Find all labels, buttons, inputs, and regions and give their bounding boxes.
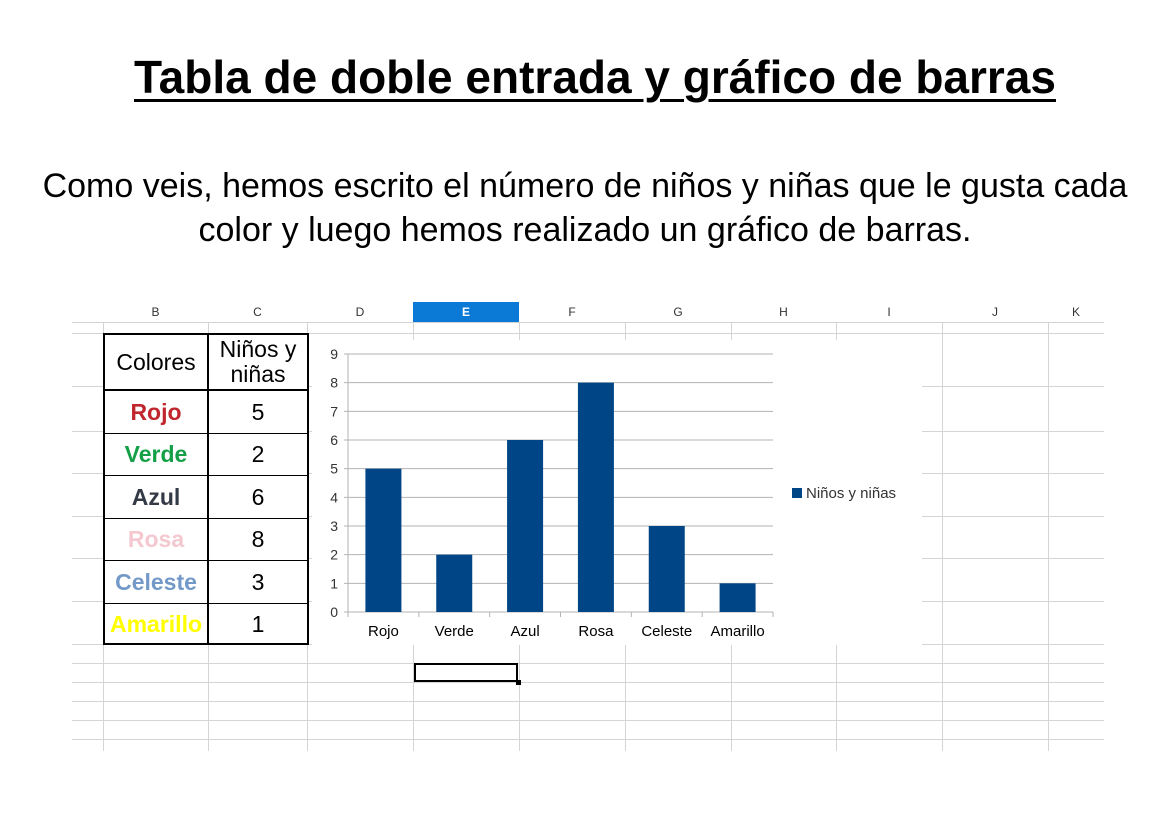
count-value: 6 xyxy=(251,483,265,510)
x-tick-label: Celeste xyxy=(641,623,692,640)
value-cell[interactable]: 1 xyxy=(209,604,307,644)
color-cell[interactable]: Rojo xyxy=(105,391,209,433)
x-tick-label: Rojo xyxy=(368,623,399,640)
color-cell[interactable]: Amarillo xyxy=(105,604,209,644)
bar-rosa xyxy=(577,382,614,612)
y-tick-label: 9 xyxy=(330,346,338,362)
table-row: Celeste 3 xyxy=(105,561,307,604)
column-header-i[interactable]: I xyxy=(836,302,943,322)
value-cell[interactable]: 2 xyxy=(209,434,307,475)
bar-chart[interactable]: 0 1 2 3 4 5 6 7 8 9 Rojo Verde Azul Rosa Celeste Amaril… xyxy=(312,340,922,645)
count-value: 5 xyxy=(251,398,265,425)
page-subtitle: Como veis, hemos escrito el número de ni… xyxy=(42,167,1128,249)
y-tick-label: 0 xyxy=(330,604,338,620)
column-header-k[interactable]: K xyxy=(1048,302,1104,322)
grid-hline xyxy=(72,739,1104,740)
grid-hline xyxy=(72,701,1104,702)
table-row: Amarillo 1 xyxy=(105,604,307,644)
y-tick-label: 6 xyxy=(330,432,338,448)
grid-hline xyxy=(72,322,1104,323)
legend-swatch xyxy=(792,488,802,498)
y-tick-label: 7 xyxy=(330,403,338,419)
grid-vline xyxy=(942,322,943,751)
header-colores[interactable]: Colores xyxy=(105,335,209,389)
value-cell[interactable]: 5 xyxy=(209,391,307,433)
count-value: 1 xyxy=(251,610,265,637)
header-colores-label: Colores xyxy=(116,348,196,375)
column-header-f[interactable]: F xyxy=(519,302,626,322)
table-row: Azul 6 xyxy=(105,476,307,519)
bar-rojo xyxy=(365,468,402,612)
fill-handle[interactable] xyxy=(516,680,521,685)
data-table: Colores Niños y niñas Rojo 5 Verde 2 Azul 6 Ro… xyxy=(103,333,309,645)
table-row: Verde 2 xyxy=(105,434,307,476)
bar-celeste xyxy=(648,526,685,612)
row-header-corner xyxy=(72,302,104,322)
header-ninos[interactable]: Niños y niñas xyxy=(209,335,307,389)
count-value: 3 xyxy=(251,568,265,595)
y-tick-label: 5 xyxy=(330,461,338,477)
grid-hline xyxy=(72,682,1104,683)
column-header-d[interactable]: D xyxy=(307,302,414,322)
y-tick-label: 8 xyxy=(330,375,338,391)
grid-vline xyxy=(1048,322,1049,751)
y-tick-label: 2 xyxy=(330,547,338,563)
bar-amarillo xyxy=(719,583,756,612)
color-label: Celeste xyxy=(115,568,197,595)
table-row: Rosa 8 xyxy=(105,519,307,561)
column-header-g[interactable]: G xyxy=(625,302,732,322)
color-label: Amarillo xyxy=(109,610,203,637)
table-header-row: Colores Niños y niñas xyxy=(105,335,307,391)
color-label: Azul xyxy=(131,483,181,510)
x-tick-label: Amarillo xyxy=(710,623,764,640)
column-header-e[interactable]: E xyxy=(413,302,520,322)
count-value: 2 xyxy=(251,441,265,467)
count-value: 8 xyxy=(251,526,265,552)
y-tick-label: 4 xyxy=(330,489,338,505)
header-ninos-label: Niños y niñas xyxy=(219,336,297,387)
color-cell[interactable]: Azul xyxy=(105,476,209,518)
y-tick-label: 1 xyxy=(330,575,338,591)
selected-cell[interactable] xyxy=(414,663,518,682)
page-title: Tabla de doble entrada y gráfico de barr… xyxy=(134,51,1056,103)
color-cell[interactable]: Rosa xyxy=(105,519,209,560)
x-tick-label: Verde xyxy=(435,623,474,640)
bar-verde xyxy=(436,554,473,612)
y-tick-label: 3 xyxy=(330,518,338,534)
color-label: Verde xyxy=(124,441,188,467)
value-cell[interactable]: 8 xyxy=(209,519,307,560)
grid-hline xyxy=(72,720,1104,721)
color-label: Rosa xyxy=(127,526,185,552)
table-row: Rojo 5 xyxy=(105,391,307,434)
legend-label: Niños y niñas xyxy=(806,485,896,502)
chart-svg: 0 1 2 3 4 5 6 7 8 9 Rojo Verde Azul Rosa Celeste Amaril… xyxy=(330,346,896,640)
column-header-c[interactable]: C xyxy=(208,302,308,322)
column-header-b[interactable]: B xyxy=(103,302,209,322)
x-tick-label: Azul xyxy=(510,623,539,640)
value-cell[interactable]: 3 xyxy=(209,561,307,603)
color-cell[interactable]: Verde xyxy=(105,434,209,475)
column-header-h[interactable]: H xyxy=(731,302,837,322)
grid-hline xyxy=(72,333,1104,334)
grid-hline xyxy=(72,663,1104,664)
bar-azul xyxy=(507,440,544,612)
color-label: Rojo xyxy=(130,398,182,425)
color-cell[interactable]: Celeste xyxy=(105,561,209,603)
value-cell[interactable]: 6 xyxy=(209,476,307,518)
column-header-j[interactable]: J xyxy=(942,302,1049,322)
x-tick-label: Rosa xyxy=(578,623,614,640)
